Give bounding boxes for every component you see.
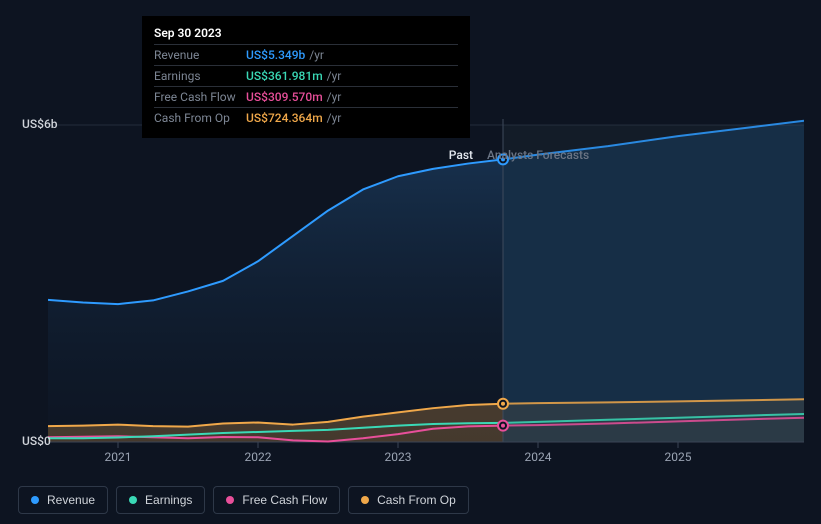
legend-dot-icon bbox=[361, 496, 369, 504]
tooltip-row: Free Cash FlowUS$309.570m/yr bbox=[154, 86, 458, 107]
legend-label: Free Cash Flow bbox=[242, 493, 327, 507]
tooltip-key: Free Cash Flow bbox=[154, 90, 246, 104]
tooltip-value: US$5.349b bbox=[246, 48, 305, 62]
tooltip-value: US$309.570m bbox=[246, 90, 323, 104]
x-axis-label: 2025 bbox=[665, 450, 692, 464]
x-axis-label: 2024 bbox=[525, 450, 552, 464]
tooltip-unit: /yr bbox=[327, 111, 342, 125]
legend-item-earnings[interactable]: Earnings bbox=[116, 486, 205, 514]
legend-item-revenue[interactable]: Revenue bbox=[18, 486, 108, 514]
tooltip-key: Earnings bbox=[154, 69, 246, 83]
tooltip-unit: /yr bbox=[327, 69, 342, 83]
x-axis-label: 2023 bbox=[385, 450, 412, 464]
tooltip-value: US$724.364m bbox=[246, 111, 323, 125]
tooltip-date: Sep 30 2023 bbox=[154, 26, 458, 44]
x-axis-label: 2022 bbox=[245, 450, 272, 464]
region-label-past: Past bbox=[449, 148, 473, 162]
legend-label: Earnings bbox=[145, 493, 192, 507]
y-axis-label: US$0 bbox=[22, 434, 51, 448]
tooltip-row: RevenueUS$5.349b/yr bbox=[154, 44, 458, 65]
y-axis-label: US$6b bbox=[22, 117, 58, 131]
legend-label: Revenue bbox=[47, 493, 95, 507]
legend-dot-icon bbox=[31, 496, 39, 504]
financial-chart: Sep 30 2023 RevenueUS$5.349b/yrEarningsU… bbox=[0, 0, 821, 524]
legend-item-free-cash-flow[interactable]: Free Cash Flow bbox=[213, 486, 340, 514]
legend-dot-icon bbox=[226, 496, 234, 504]
tooltip-row: EarningsUS$361.981m/yr bbox=[154, 65, 458, 86]
tooltip-value: US$361.981m bbox=[246, 69, 323, 83]
legend-label: Cash From Op bbox=[377, 493, 456, 507]
x-axis-label: 2021 bbox=[105, 450, 132, 464]
chart-tooltip: Sep 30 2023 RevenueUS$5.349b/yrEarningsU… bbox=[142, 16, 470, 138]
tooltip-unit: /yr bbox=[327, 90, 342, 104]
legend-dot-icon bbox=[129, 496, 137, 504]
tooltip-row: Cash From OpUS$724.364m/yr bbox=[154, 107, 458, 128]
legend-item-cash-from-op[interactable]: Cash From Op bbox=[348, 486, 469, 514]
region-label-forecast: Analysts Forecasts bbox=[487, 148, 589, 162]
tooltip-unit: /yr bbox=[309, 48, 324, 62]
tooltip-key: Revenue bbox=[154, 48, 246, 62]
chart-legend: Revenue Earnings Free Cash Flow Cash From O… bbox=[18, 486, 469, 514]
tooltip-key: Cash From Op bbox=[154, 111, 246, 125]
